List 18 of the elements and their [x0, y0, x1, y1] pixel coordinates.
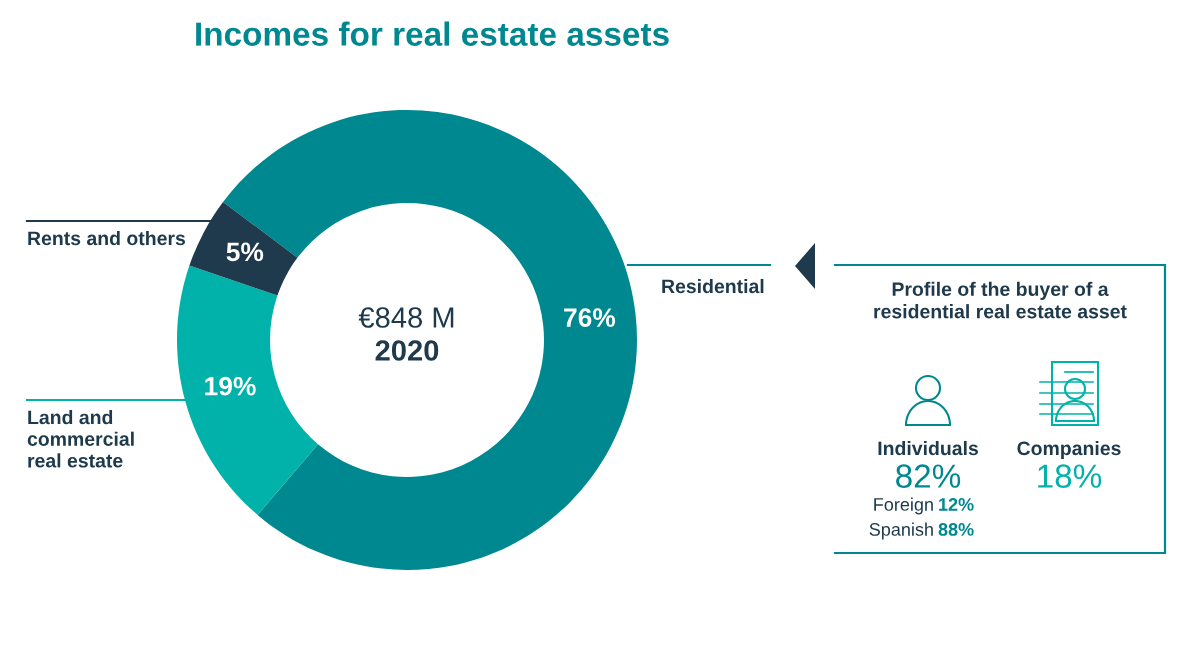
text: 12% [939, 498, 974, 511]
data-label: 76% [564, 308, 616, 327]
text: 82% [896, 464, 961, 488]
text: Spanish [869, 522, 933, 540]
text: Foreign [874, 497, 933, 515]
data-label: 19% [205, 376, 256, 396]
slice-label: Residential [662, 278, 764, 294]
data-label: 5% [226, 242, 264, 262]
text: €848 M [358, 307, 454, 328]
text: Companies [1017, 440, 1121, 460]
chart-title: Incomes for real estate assets [196, 21, 669, 46]
slice-label: Rents and others [28, 230, 186, 246]
text: 88% [938, 523, 974, 536]
slice-label: Land and commercial real estate [27, 410, 134, 468]
text: Individuals [878, 440, 978, 456]
text: 2020 [375, 340, 439, 361]
text: Profile of the buyer of a residential real estate asset [874, 281, 1127, 319]
text: 18% [1038, 464, 1102, 488]
